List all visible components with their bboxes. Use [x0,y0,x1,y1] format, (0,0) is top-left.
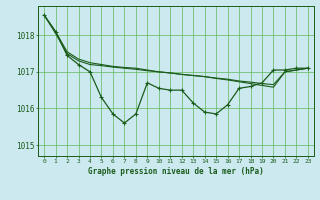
X-axis label: Graphe pression niveau de la mer (hPa): Graphe pression niveau de la mer (hPa) [88,167,264,176]
